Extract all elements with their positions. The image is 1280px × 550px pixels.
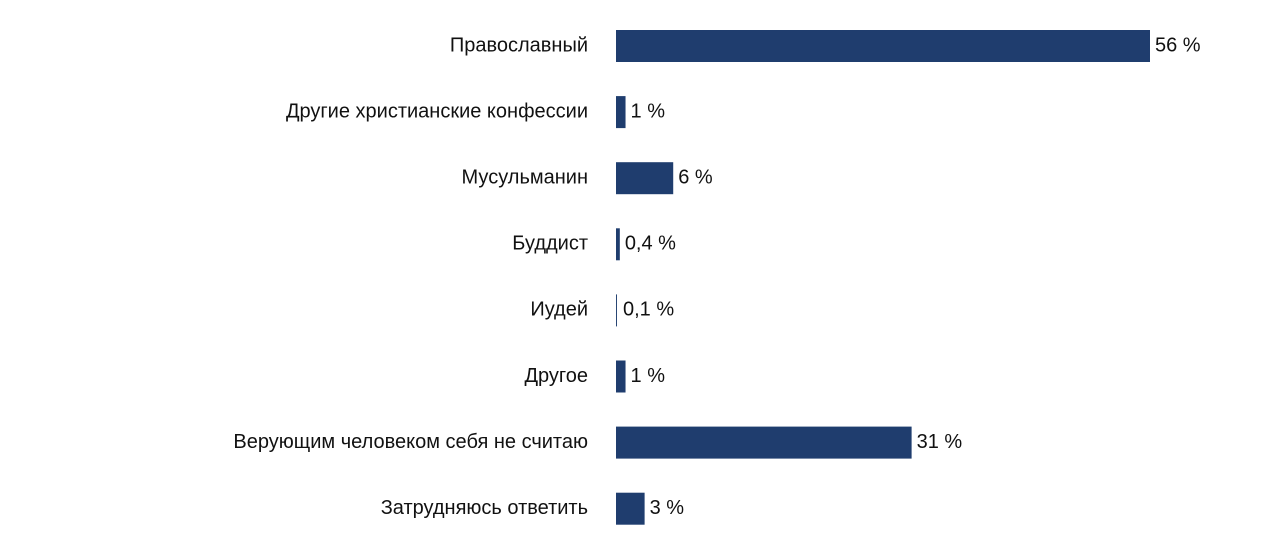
category-label: Затрудняюсь ответить: [381, 497, 588, 519]
bar: [616, 96, 626, 129]
bar: [616, 426, 912, 459]
bar: [616, 360, 626, 393]
value-label: 1 %: [631, 100, 666, 122]
category-label: Православный: [450, 34, 588, 56]
value-label: 31 %: [917, 431, 963, 453]
value-label: 6 %: [678, 166, 713, 188]
category-label: Буддист: [512, 233, 588, 255]
category-label: Верующим человеком себя не считаю: [233, 431, 588, 453]
bar: [616, 162, 674, 195]
bar: [616, 294, 617, 327]
value-label: 1 %: [631, 365, 666, 387]
bar: [616, 492, 645, 525]
bar: [616, 30, 1150, 62]
value-label: 0,1 %: [623, 299, 674, 321]
category-label: Другие христианские конфессии: [286, 100, 588, 122]
value-label: 56 %: [1155, 34, 1201, 56]
value-label: 0,4 %: [625, 233, 676, 255]
category-label: Мусульманин: [462, 166, 588, 188]
value-label: 3 %: [650, 497, 685, 519]
category-label: Иудей: [530, 299, 588, 321]
bar: [616, 228, 620, 261]
category-label: Другое: [524, 365, 588, 387]
